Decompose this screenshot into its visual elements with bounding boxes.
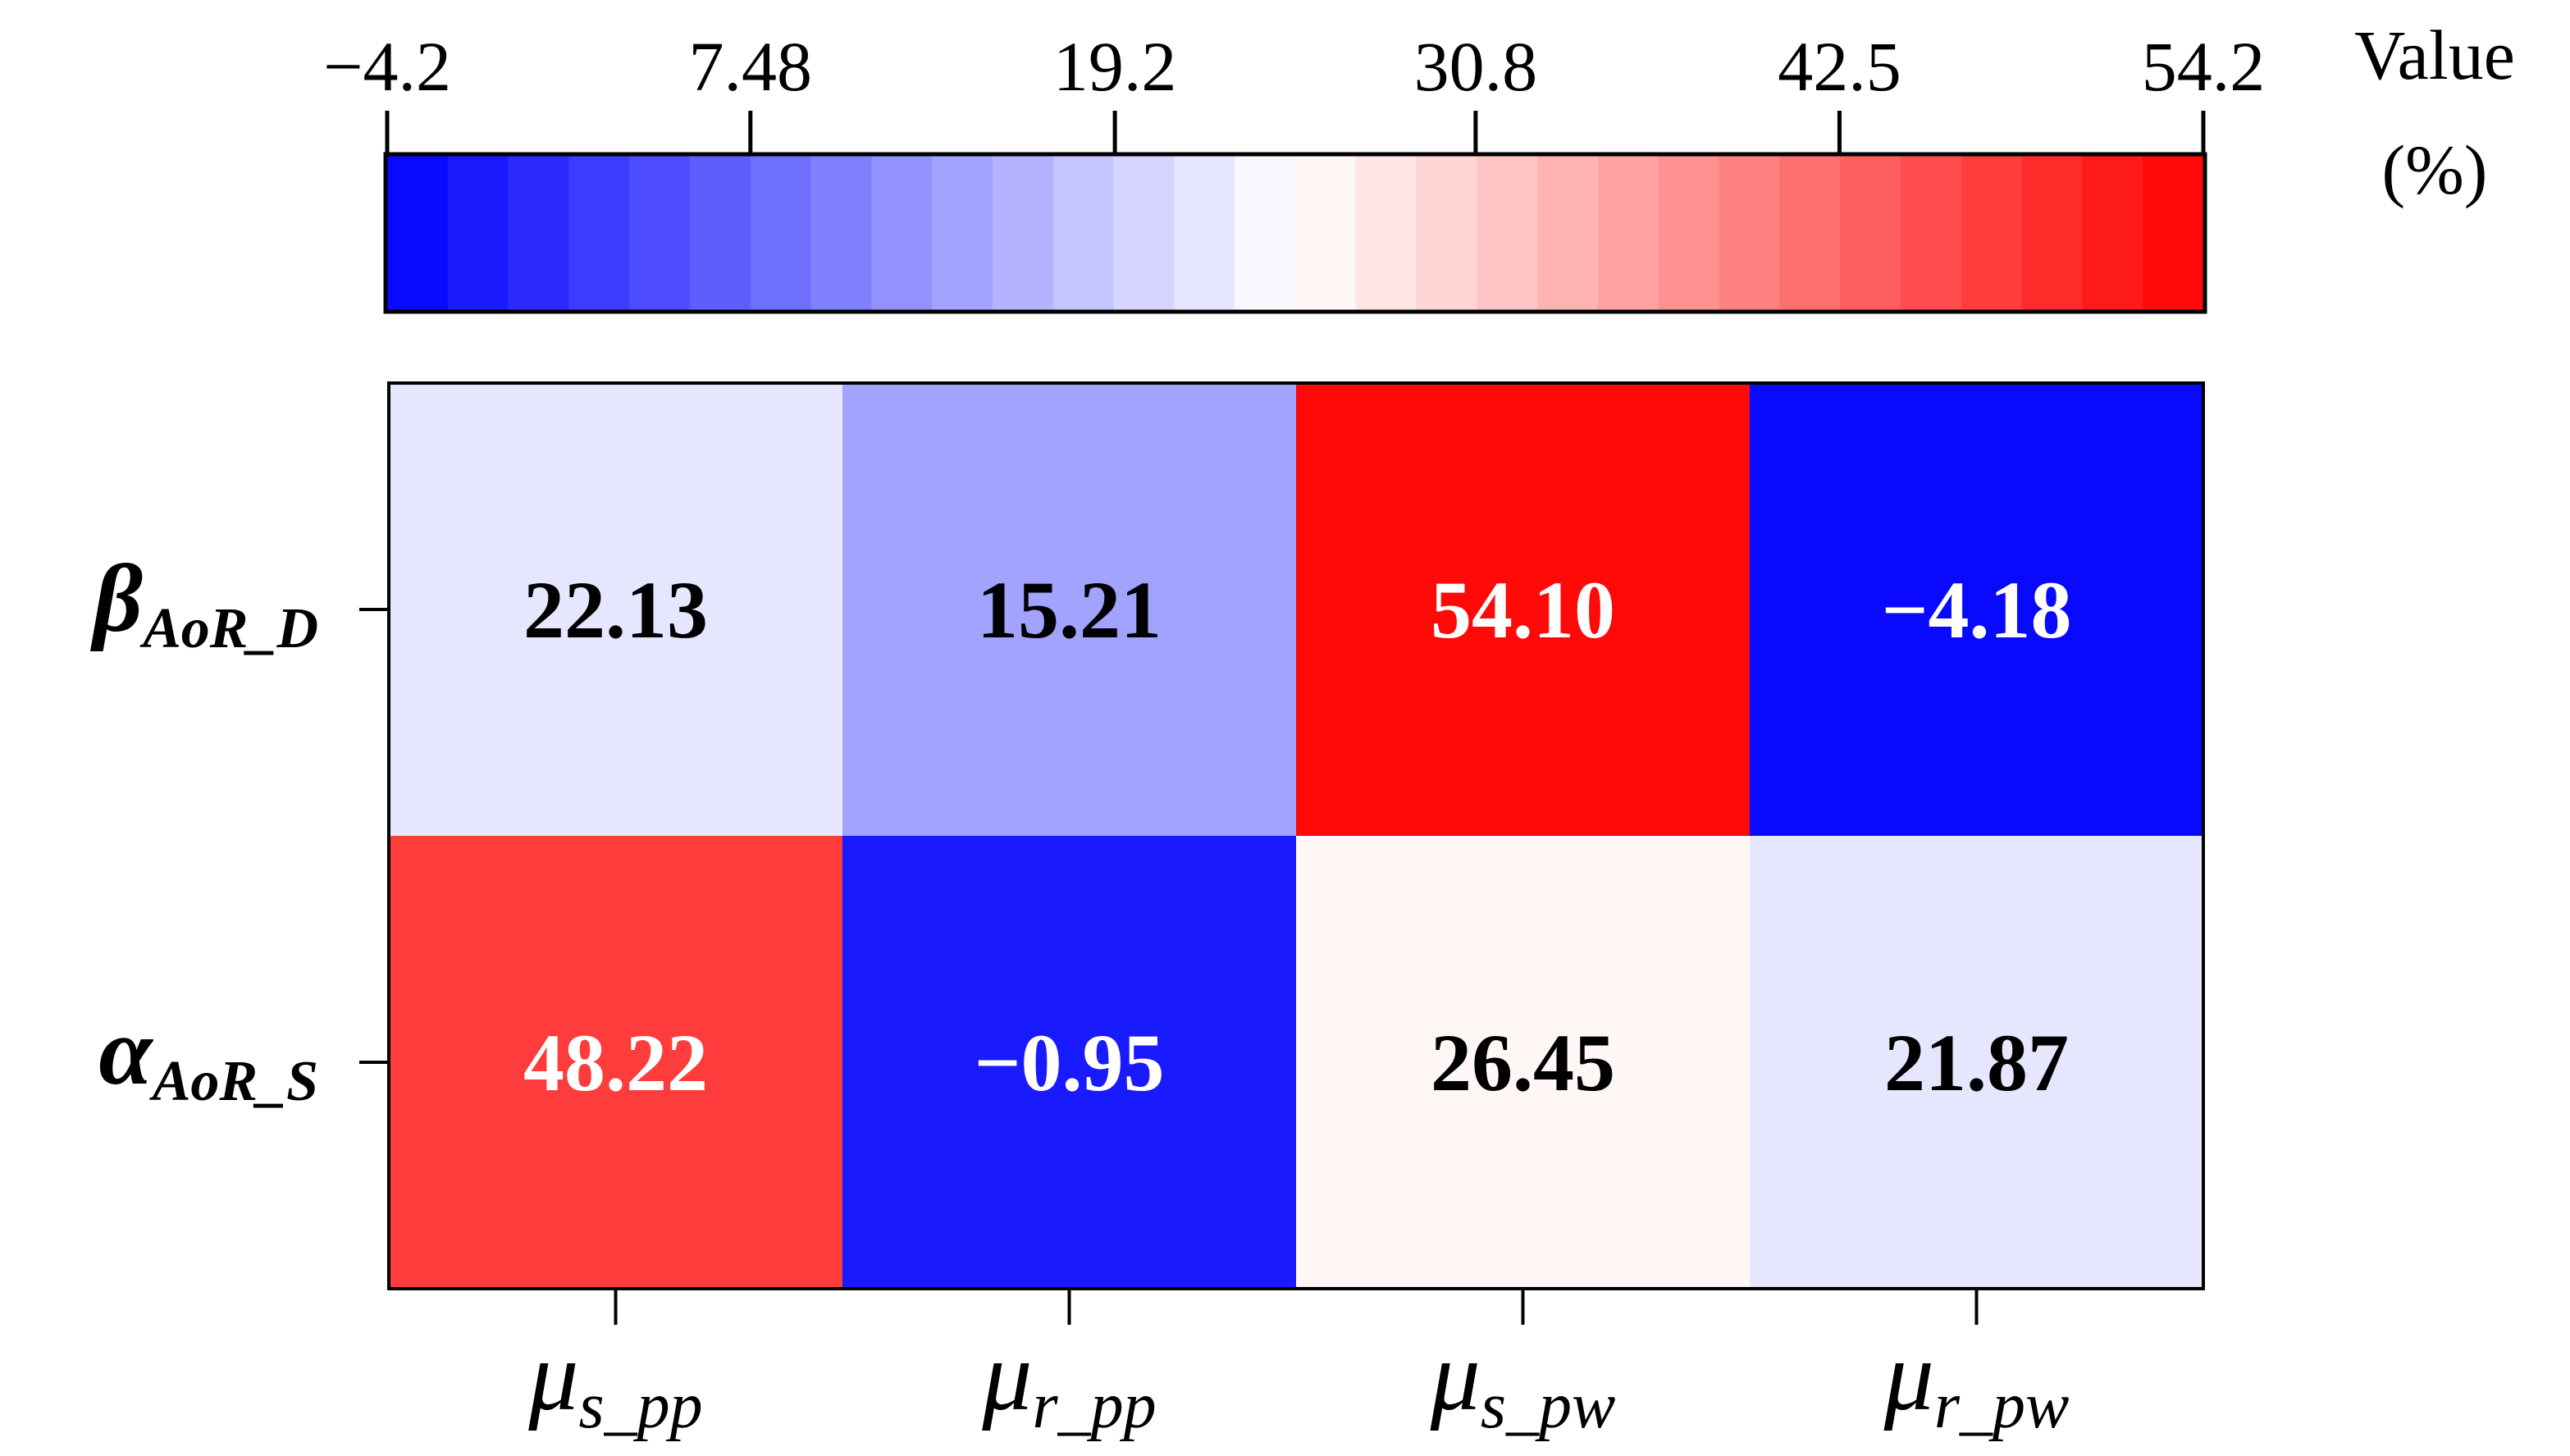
heatmap-cell (389, 836, 843, 1289)
y-axis-label-subscript: AoR_S (149, 1050, 318, 1113)
x-axis-label-subscript: s_pp (579, 1370, 703, 1442)
colorbar-tick-label: 7.48 (689, 27, 813, 106)
colorbar-step (1295, 156, 1357, 310)
colorbar-step (993, 156, 1054, 310)
colorbar-step (1355, 156, 1417, 310)
colorbar-step (1174, 156, 1235, 310)
colorbar-step (690, 156, 751, 310)
heatmap-cell (842, 383, 1297, 837)
y-axis-label-symbol: β (90, 545, 143, 652)
x-axis: μs_pp μr_pp μs_pw μr_pw (527, 1289, 2069, 1442)
colorbar-step (750, 156, 812, 310)
heatmap-cell-label: −4.18 (1882, 564, 2072, 655)
colorbar-step (2143, 156, 2204, 310)
heatmap-cell (842, 836, 1297, 1289)
colorbar-step (932, 156, 993, 310)
colorbar-step (1113, 156, 1175, 310)
x-axis-label-subscript: r_pp (1033, 1370, 1157, 1442)
colorbar-step (629, 156, 691, 310)
colorbar-unit: (%) (2382, 130, 2488, 209)
colorbar-step (568, 156, 630, 310)
heatmap-cell (1750, 836, 2204, 1289)
x-axis-label: μr_pp (981, 1321, 1156, 1442)
colorbar-step (508, 156, 570, 310)
x-axis-label-subscript: s_pw (1481, 1370, 1616, 1442)
colorbar-step (1235, 156, 1296, 310)
y-axis-label: αAoR_S (98, 997, 318, 1113)
colorbar-tick-label: 30.8 (1414, 27, 1538, 106)
heatmap-cell (1750, 383, 2204, 837)
heatmap-cells: 22.13 15.21 54.10 −4.18 48.22 −0.95 26.45 21.87 (389, 383, 2204, 1289)
colorbar-gradient (387, 156, 2204, 310)
y-axis-label-symbol: α (98, 997, 153, 1105)
x-axis-label-symbol: μ (1883, 1321, 1934, 1431)
colorbar-step (1477, 156, 1538, 310)
heatmap-cell (1296, 383, 1751, 837)
x-axis-label-subscript: r_pw (1934, 1370, 2070, 1442)
colorbar-ticks: −4.2 7.48 19.2 30.8 42.5 54.2 (323, 27, 2265, 154)
heatmap-cell (389, 383, 843, 837)
colorbar-step (1779, 156, 1841, 310)
x-axis-label: μs_pw (1430, 1321, 1616, 1442)
colorbar-step (2021, 156, 2084, 310)
colorbar-step (1052, 156, 1115, 310)
colorbar-step (447, 156, 509, 310)
heatmap-cell-label: 26.45 (1431, 1017, 1615, 1108)
colorbar-step (1719, 156, 1781, 310)
x-axis-label-symbol: μ (1430, 1321, 1481, 1431)
colorbar-step (871, 156, 933, 310)
x-axis-label-symbol: μ (981, 1321, 1032, 1431)
colorbar-tick-label: 42.5 (1778, 27, 1901, 106)
heatmap-cell-label: 22.13 (523, 564, 708, 655)
colorbar-step (1598, 156, 1659, 310)
x-axis-label: μr_pw (1883, 1321, 2070, 1442)
colorbar-step (810, 156, 873, 310)
heatmap-cell-label: 15.21 (977, 564, 1162, 655)
x-axis-label-symbol: μ (527, 1321, 578, 1431)
colorbar-step (1537, 156, 1599, 310)
colorbar-title: Value (2354, 16, 2515, 94)
y-axis-label: βAoR_D (90, 545, 318, 660)
heatmap-cell-label: 21.87 (1884, 1017, 2069, 1108)
y-axis: βAoR_D αAoR_S (90, 545, 389, 1113)
colorbar-tick-label: 54.2 (2142, 27, 2266, 106)
colorbar-step (1840, 156, 1901, 310)
colorbar-step (1416, 156, 1478, 310)
colorbar-step (1901, 156, 1962, 310)
colorbar-tick-label: 19.2 (1053, 27, 1177, 106)
colorbar-step (1658, 156, 1720, 310)
heatmap-frame (387, 381, 2205, 1290)
colorbar-step (1961, 156, 2023, 310)
colorbar-step (387, 156, 449, 310)
y-axis-label-subscript: AoR_D (139, 597, 318, 660)
heatmap-cell-label: −0.95 (975, 1017, 1165, 1108)
colorbar-frame (383, 152, 2207, 314)
heatmap-cell-label: 54.10 (1431, 564, 1615, 655)
colorbar-tick-label: −4.2 (323, 27, 451, 106)
heatmap-cell-label: 48.22 (523, 1017, 708, 1108)
colorbar-step (2082, 156, 2143, 310)
heatmap-cell (1296, 836, 1751, 1289)
x-axis-label: μs_pp (527, 1321, 702, 1442)
